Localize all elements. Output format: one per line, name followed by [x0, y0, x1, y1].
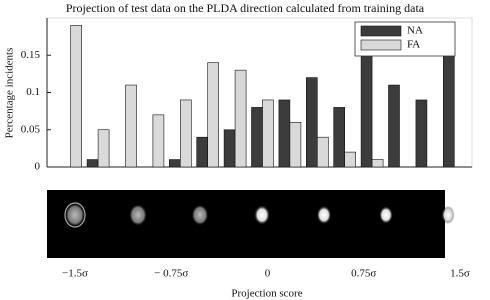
x-tick-label: 0.75σ — [351, 268, 376, 280]
bar — [333, 107, 346, 168]
image-blob — [379, 206, 393, 224]
y-axis-label: Percentage incidents — [4, 48, 16, 139]
legend-swatch — [360, 39, 402, 51]
y-tick-label: 0.05 — [21, 123, 41, 135]
x-tick-label: 1.5σ — [450, 268, 470, 280]
y-tick-label: 0 — [35, 161, 41, 173]
bar — [415, 99, 428, 168]
bar — [169, 159, 181, 168]
y-tick-label: 0.15 — [21, 49, 41, 61]
bar — [207, 62, 219, 168]
image-blob — [441, 206, 455, 224]
image-background — [47, 190, 445, 258]
image-strip — [47, 190, 455, 258]
chart-title: Projection of test data on the PLDA dire… — [66, 1, 425, 15]
image-blob — [316, 205, 332, 225]
bar — [223, 129, 236, 168]
x-tick-label: − 0.75σ — [154, 268, 188, 280]
y-tick-label: 0.1 — [26, 86, 40, 98]
legend-label: FA — [407, 39, 420, 51]
image-blob — [64, 202, 86, 228]
x-axis-label: Projection score — [231, 288, 302, 300]
bar — [262, 99, 274, 168]
legend-swatch — [360, 25, 402, 37]
bar — [251, 107, 263, 168]
bar — [86, 159, 99, 168]
bar — [344, 151, 357, 168]
bar — [388, 84, 400, 168]
bar — [305, 77, 318, 168]
bar — [442, 54, 455, 168]
legend-box — [354, 21, 456, 57]
bar — [371, 159, 384, 168]
bar — [316, 136, 329, 168]
bar — [360, 40, 373, 168]
bar — [125, 84, 137, 168]
bar — [278, 99, 291, 168]
image-blob — [129, 204, 147, 226]
bar — [180, 99, 192, 168]
bar — [234, 69, 247, 168]
bar — [97, 129, 110, 168]
image-blob — [191, 204, 209, 226]
bar — [196, 136, 208, 168]
x-tick-label: 0 — [265, 268, 271, 280]
legend-label: NA — [407, 25, 423, 37]
bar — [152, 114, 165, 168]
image-blob — [254, 205, 270, 225]
bar — [70, 25, 82, 168]
x-tick-label: −1.5σ — [62, 268, 88, 280]
bar — [289, 122, 302, 168]
